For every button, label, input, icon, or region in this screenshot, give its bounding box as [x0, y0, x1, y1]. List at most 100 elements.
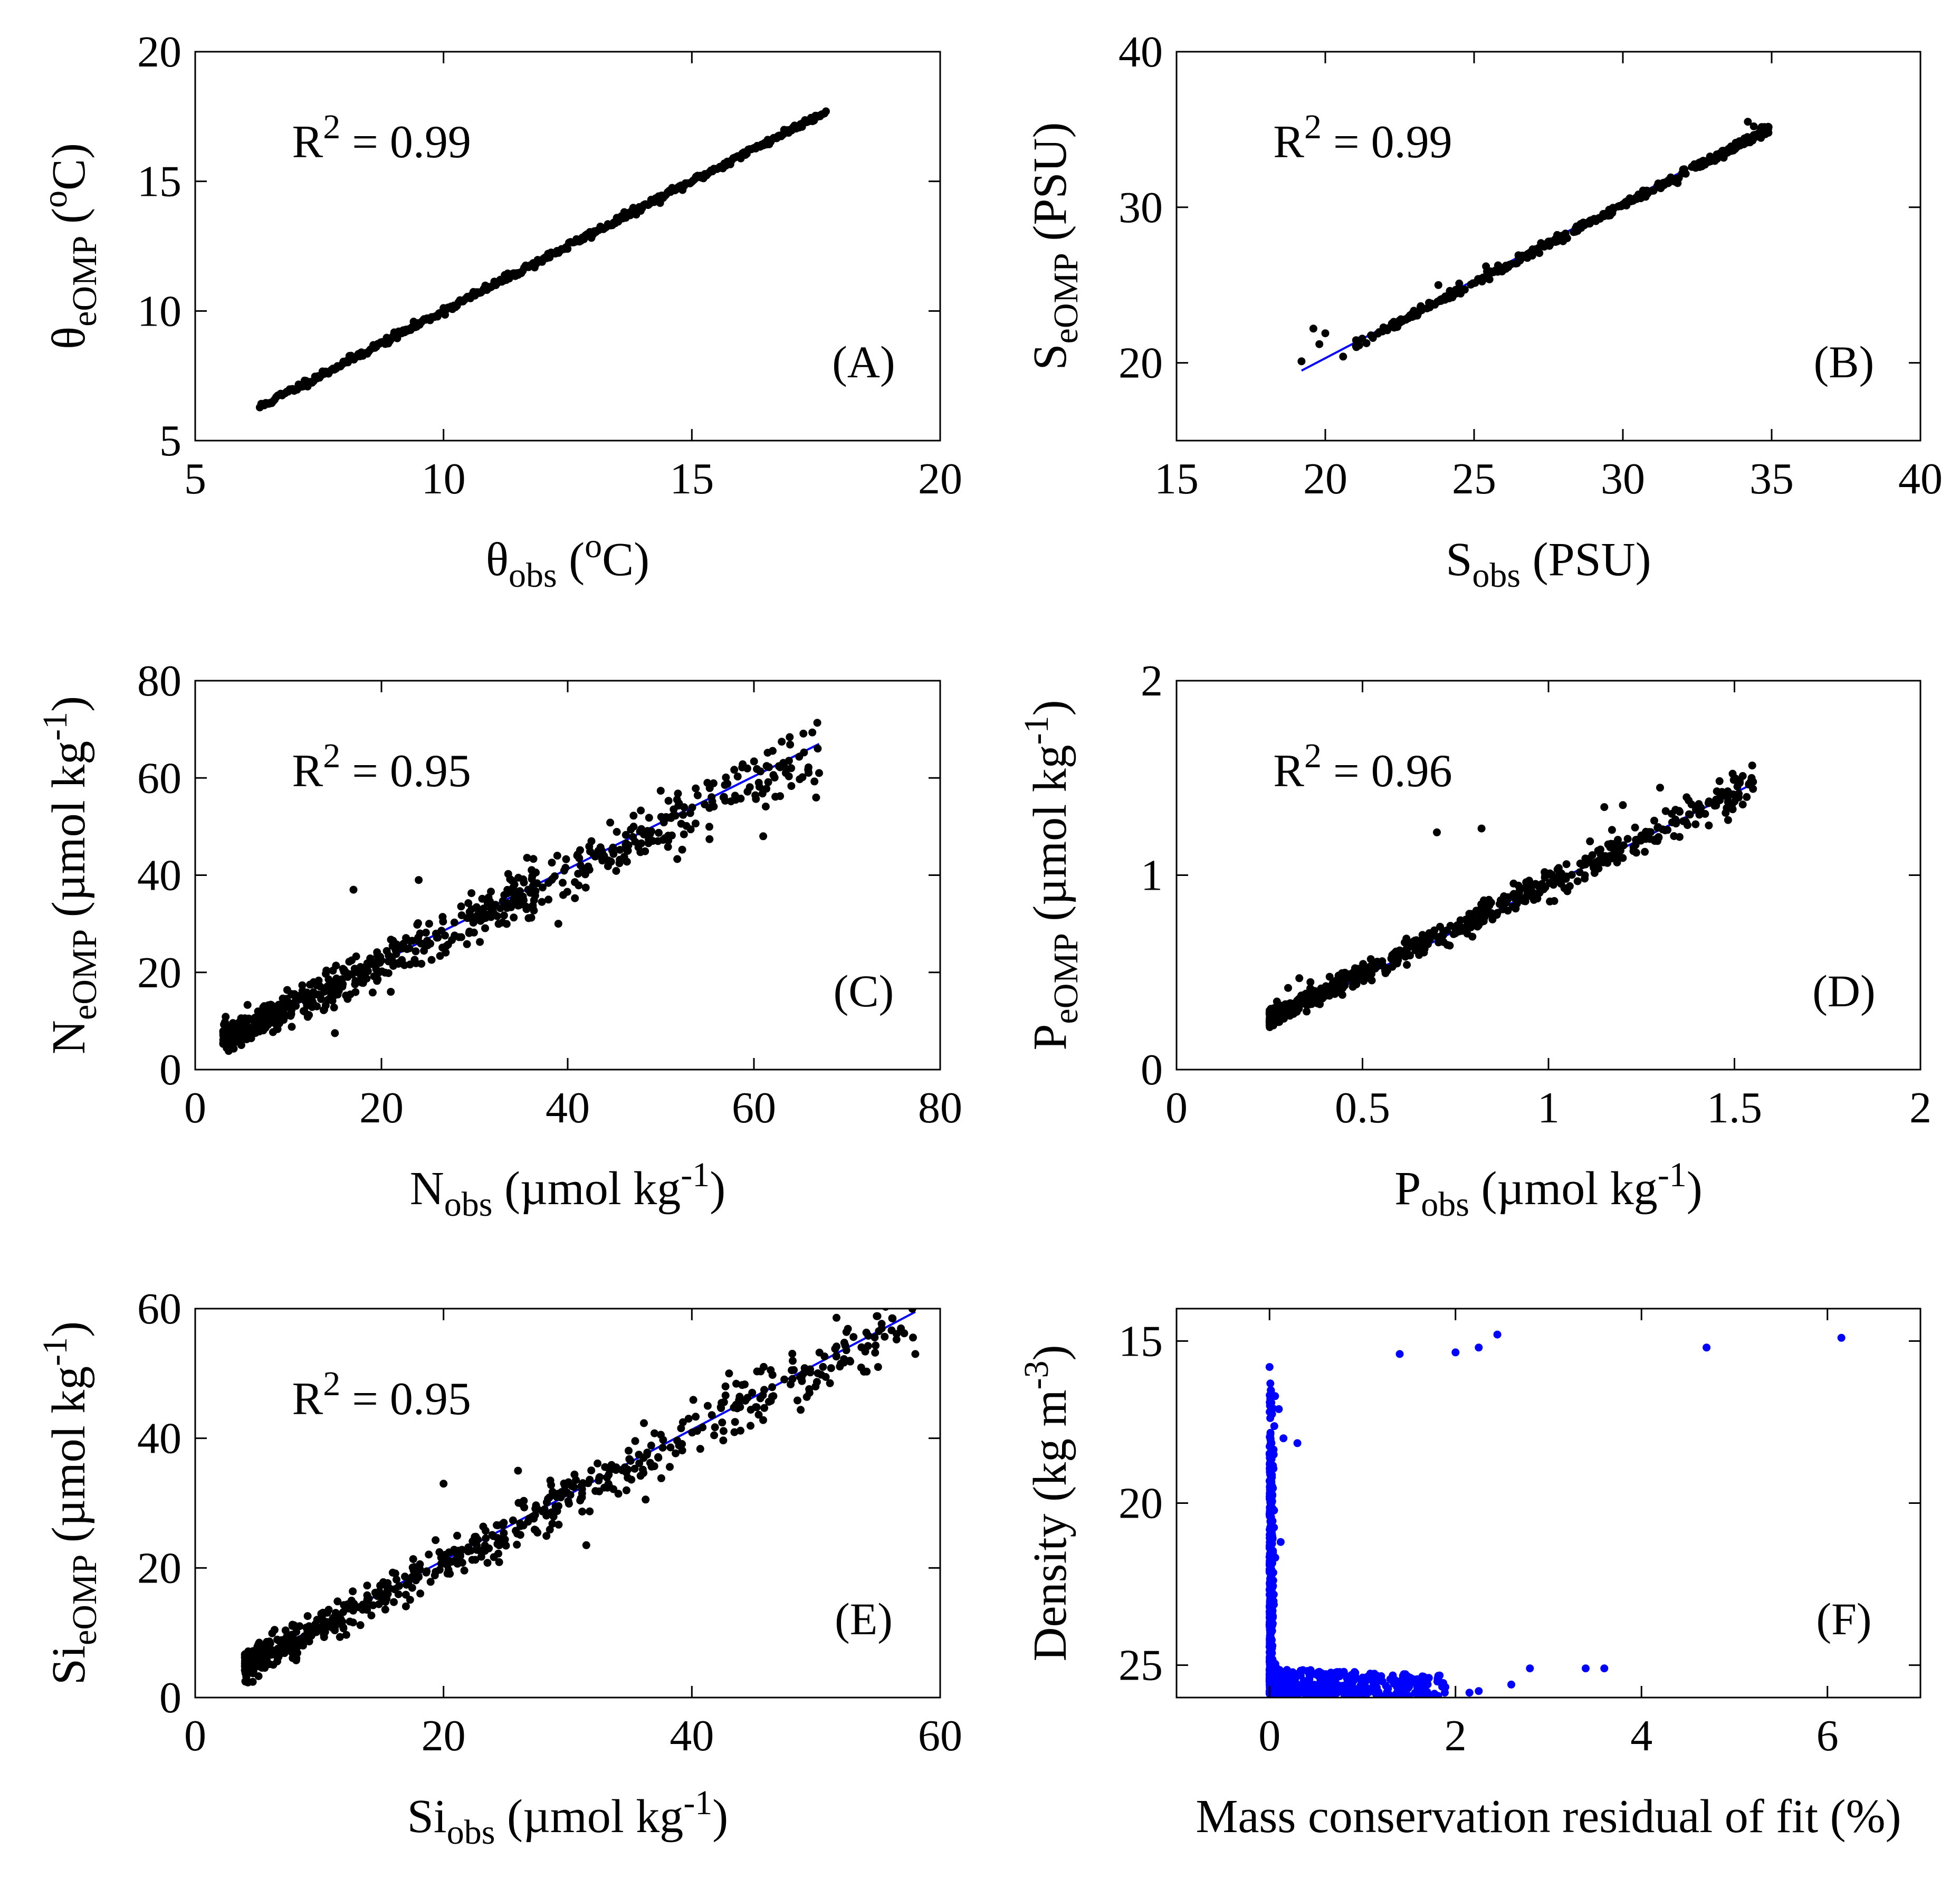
data-point [222, 1022, 231, 1029]
r-squared-exponent: 2 [323, 108, 340, 146]
data-point [538, 898, 546, 906]
data-point [553, 852, 561, 860]
data-point [228, 1028, 236, 1037]
data-point [622, 844, 630, 853]
data-point [1306, 978, 1315, 986]
y-axis-label-base: Si [43, 1645, 95, 1685]
data-point [1395, 1350, 1404, 1358]
data-point [1305, 1675, 1314, 1684]
data-point [415, 876, 423, 884]
data-point [542, 1511, 551, 1520]
data-point [812, 793, 820, 802]
data-point [840, 1339, 848, 1347]
data-point [490, 1553, 498, 1561]
data-point [464, 1547, 472, 1556]
data-point [409, 1566, 418, 1575]
data-point [478, 894, 486, 903]
data-point [470, 915, 478, 923]
data-point [767, 1397, 775, 1405]
data-point [529, 855, 538, 863]
data-point [503, 889, 511, 898]
data-point [262, 1009, 270, 1018]
r-squared-exponent: 2 [1304, 737, 1322, 775]
data-point [479, 1522, 487, 1531]
panel-label: (F) [1816, 1594, 1871, 1644]
data-point [520, 1496, 528, 1505]
data-point [332, 961, 340, 970]
data-point [1455, 279, 1464, 288]
data-point [1560, 873, 1569, 881]
data-point [595, 1474, 604, 1482]
data-point [266, 1018, 274, 1027]
data-point [409, 1555, 417, 1564]
data-point [1295, 974, 1304, 983]
data-point [1483, 271, 1491, 279]
data-point [607, 857, 615, 866]
data-point [1352, 343, 1361, 351]
panel-label: (C) [834, 966, 894, 1016]
data-point [613, 828, 621, 836]
data-point [308, 997, 317, 1006]
data-point [401, 1590, 410, 1599]
data-point [612, 867, 620, 875]
y-axis-label-suffix: ) [43, 1321, 95, 1337]
data-point [540, 1505, 549, 1513]
data-point [1267, 1648, 1275, 1656]
data-point [432, 1568, 440, 1576]
data-point [1358, 335, 1366, 343]
data-point [245, 1031, 253, 1040]
data-point [606, 818, 615, 827]
data-point [1271, 1392, 1279, 1400]
data-point [528, 866, 536, 874]
data-point [1744, 118, 1752, 126]
data-point [1479, 917, 1488, 926]
data-point [442, 942, 451, 950]
data-point [1403, 961, 1411, 969]
data-point [1451, 1348, 1460, 1357]
data-point [737, 794, 745, 803]
data-point [1394, 956, 1402, 965]
y-axis-label-superscript: o [36, 190, 74, 208]
data-point [269, 1028, 277, 1036]
x-tick-label: 4 [1630, 1711, 1652, 1760]
data-point [751, 791, 760, 799]
data-point [1406, 312, 1414, 321]
data-point [499, 897, 507, 905]
data-point [496, 904, 504, 912]
data-point [1614, 836, 1622, 844]
data-point [1687, 800, 1696, 808]
data-point [678, 1440, 686, 1448]
x-axis-label-suffix: C) [602, 533, 649, 586]
y-tick-label: 0 [1141, 1045, 1163, 1094]
data-point [546, 1526, 554, 1534]
data-point [1335, 1670, 1344, 1677]
data-point [1715, 777, 1724, 785]
y-tick-label: 40 [1118, 27, 1163, 77]
data-point [1679, 817, 1687, 825]
data-point [1729, 790, 1737, 798]
data-point [1703, 1343, 1711, 1352]
data-point [1600, 803, 1609, 811]
data-point [837, 1359, 845, 1368]
data-point [1477, 900, 1486, 909]
y-axis-label: SieOMP (µmol kg-1) [36, 1321, 104, 1685]
data-point [570, 1470, 579, 1479]
data-point [332, 974, 341, 983]
data-point [1713, 797, 1721, 805]
data-point [750, 757, 758, 766]
data-point [871, 1349, 879, 1357]
data-point [363, 961, 371, 969]
data-point [1389, 1677, 1397, 1685]
data-point [787, 1380, 795, 1388]
data-point [810, 777, 819, 786]
data-point [832, 1351, 840, 1360]
x-axis-label-text: (PSU) [1521, 533, 1651, 586]
r-squared-value: = 0.95 [340, 746, 471, 797]
data-point [350, 1602, 359, 1610]
data-point [273, 1019, 281, 1028]
data-point [1728, 800, 1736, 809]
data-point [1718, 147, 1727, 155]
data-point [561, 864, 570, 872]
data-point [438, 913, 447, 921]
data-point [1589, 216, 1598, 224]
